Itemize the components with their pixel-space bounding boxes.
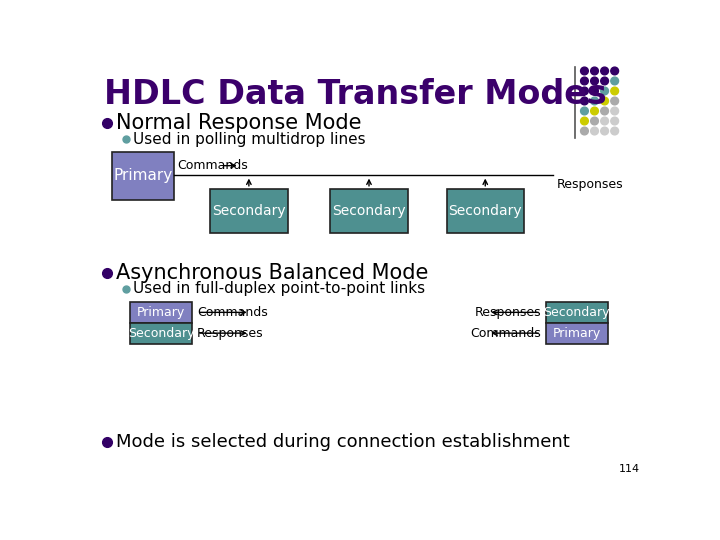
Circle shape	[611, 87, 618, 95]
Circle shape	[580, 67, 588, 75]
Circle shape	[590, 127, 598, 135]
Text: Primary: Primary	[138, 306, 186, 319]
Text: Primary: Primary	[113, 168, 172, 183]
Text: Commands: Commands	[470, 327, 541, 340]
Circle shape	[590, 67, 598, 75]
Circle shape	[590, 107, 598, 115]
Text: 114: 114	[619, 464, 640, 475]
Bar	[112, 152, 174, 200]
Text: HDLC Data Transfer Modes: HDLC Data Transfer Modes	[104, 78, 607, 111]
Text: Used in polling multidrop lines: Used in polling multidrop lines	[132, 132, 365, 147]
Circle shape	[600, 127, 608, 135]
Text: Primary: Primary	[552, 327, 600, 340]
Text: Commands: Commands	[177, 159, 248, 172]
Circle shape	[580, 117, 588, 125]
Circle shape	[611, 117, 618, 125]
Circle shape	[611, 97, 618, 105]
Circle shape	[590, 117, 598, 125]
Circle shape	[600, 67, 608, 75]
Circle shape	[600, 117, 608, 125]
Text: Secondary: Secondary	[212, 204, 286, 218]
Text: Commands: Commands	[197, 306, 268, 319]
Circle shape	[600, 107, 608, 115]
Circle shape	[611, 67, 618, 75]
Text: Normal Response Mode: Normal Response Mode	[117, 112, 362, 132]
Text: Secondary: Secondary	[544, 306, 610, 319]
Circle shape	[580, 97, 588, 105]
Text: Responses: Responses	[557, 178, 624, 191]
Circle shape	[611, 77, 618, 85]
Circle shape	[611, 107, 618, 115]
Bar	[330, 189, 408, 233]
Bar	[446, 189, 524, 233]
Circle shape	[600, 97, 608, 105]
Text: Responses: Responses	[197, 327, 264, 340]
Circle shape	[580, 127, 588, 135]
Text: Responses: Responses	[474, 306, 541, 319]
Circle shape	[590, 87, 598, 95]
Circle shape	[580, 77, 588, 85]
Bar	[546, 323, 608, 343]
Text: Asynchronous Balanced Mode: Asynchronous Balanced Mode	[117, 262, 428, 283]
Circle shape	[600, 87, 608, 95]
Text: Used in full-duplex point-to-point links: Used in full-duplex point-to-point links	[132, 281, 425, 296]
Bar	[210, 189, 287, 233]
Text: Mode is selected during connection establishment: Mode is selected during connection estab…	[117, 433, 570, 451]
Circle shape	[580, 87, 588, 95]
Circle shape	[590, 77, 598, 85]
Circle shape	[611, 127, 618, 135]
Bar	[546, 302, 608, 323]
Circle shape	[600, 77, 608, 85]
Text: Secondary: Secondary	[128, 327, 194, 340]
Text: Secondary: Secondary	[449, 204, 522, 218]
Text: Secondary: Secondary	[332, 204, 406, 218]
Bar	[130, 302, 192, 323]
Circle shape	[580, 107, 588, 115]
Bar	[130, 323, 192, 343]
Circle shape	[590, 97, 598, 105]
